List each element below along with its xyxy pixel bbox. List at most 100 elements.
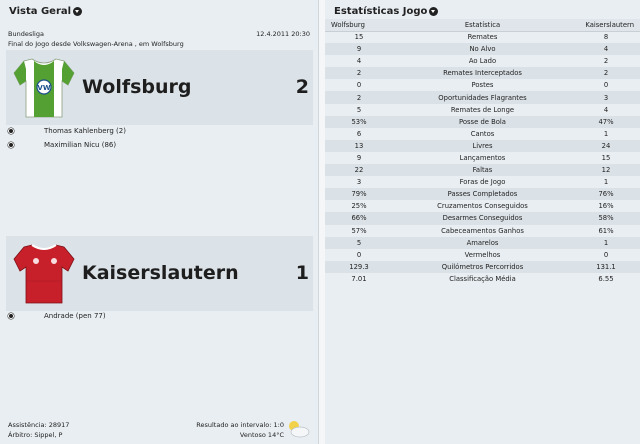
stats-row: 15 Remates 8 xyxy=(325,31,640,43)
stat-away-value: 12 xyxy=(572,164,640,177)
home-team-name[interactable]: Wolfsburg xyxy=(82,76,192,98)
stat-home-value: 6 xyxy=(356,129,362,138)
away-team-block: Kaiserslautern 1 xyxy=(6,236,313,311)
goal-scorer-name[interactable]: Maximilian Nicu (86) xyxy=(44,141,117,149)
stat-home-value: 5 xyxy=(325,236,393,249)
football-icon xyxy=(8,128,14,134)
goal-scorer-name[interactable]: Thomas Kahlenberg (2) xyxy=(44,127,126,135)
stat-stat-value: Posse de Bola xyxy=(393,115,572,128)
stat-stat-value: Cabeceamentos Ganhos xyxy=(441,226,524,235)
stat-stat-value: Oportunidades Flagrantes xyxy=(393,91,572,104)
stat-away-value: 16% xyxy=(598,202,614,211)
stat-away-value: 6.55 xyxy=(598,274,614,283)
stat-away-value: 0 xyxy=(603,250,609,259)
stat-away-value: 47% xyxy=(572,115,640,128)
stat-stat-value: Amarelos xyxy=(393,236,572,249)
stat-home-value: 57% xyxy=(351,226,367,235)
halftime-result: Resultado ao intervalo: 1:0 xyxy=(196,421,284,429)
stat-stat-value: Quilómetros Percorridos xyxy=(393,260,572,273)
goal-scorer-row: Thomas Kahlenberg (2) xyxy=(8,127,126,135)
stat-home-value: 3 xyxy=(356,178,362,187)
stat-home-value: 7.01 xyxy=(351,274,367,283)
match-stats-dropdown-icon[interactable] xyxy=(429,6,439,16)
weather-text: Ventoso 14°C xyxy=(239,431,284,439)
svg-text:VW: VW xyxy=(37,84,50,92)
stat-home-value: 79% xyxy=(325,188,393,201)
stat-stat-value: Passes Completados xyxy=(393,188,572,201)
windy-weather-icon xyxy=(289,421,310,438)
stat-stat-value: No Alvo xyxy=(393,43,572,56)
stats-row: 5 Remates de Longe 4 xyxy=(325,104,640,116)
competition-name[interactable]: Bundesliga xyxy=(8,30,44,38)
column-header-stat[interactable]: Estatística xyxy=(393,19,572,32)
stat-home-value: 129.3 xyxy=(325,260,393,273)
stats-row: 3 Foras de Jogo 1 xyxy=(325,176,640,188)
stat-home-value: 25% xyxy=(351,202,367,211)
stat-home-value: 9 xyxy=(356,153,362,162)
stat-away-value: 76% xyxy=(572,188,640,201)
stat-stat-value: Classificação Média xyxy=(449,274,516,283)
stat-away-value: 131.1 xyxy=(572,260,640,273)
overview-title: Vista Geral xyxy=(9,5,72,17)
stat-home-value: 66% xyxy=(325,212,393,225)
column-header-home[interactable]: Wolfsburg xyxy=(325,19,393,32)
stat-stat-value: Remates de Longe xyxy=(450,105,515,114)
match-date: 12.4.2011 20:30 xyxy=(256,30,310,38)
stat-home-value: 15 xyxy=(354,33,364,42)
stats-row: 25% Cruzamentos Conseguidos 16% xyxy=(325,200,640,212)
goal-scorer-name[interactable]: Andrade (pen 77) xyxy=(44,312,106,320)
match-stats-panel: Estatísticas Jogo Wolfsburg Estatística … xyxy=(325,0,640,444)
stat-away-value: 8 xyxy=(603,33,609,42)
home-team-score: 2 xyxy=(295,76,309,98)
referee-text[interactable]: Árbitro: Sippel, P xyxy=(8,431,63,439)
overview-panel: Vista Geral Bundesliga 12.4.2011 20:30 F… xyxy=(0,0,319,444)
stats-row: 2 Remates Interceptados 2 xyxy=(325,67,640,80)
away-team-score: 1 xyxy=(295,262,309,284)
stat-away-value: 1 xyxy=(603,129,609,138)
stat-away-value: 1 xyxy=(603,178,609,187)
stat-away-value: 4 xyxy=(603,105,609,114)
stat-away-value: 3 xyxy=(572,91,640,104)
stats-row: 5 Amarelos 1 xyxy=(325,236,640,249)
stats-row: 0 Postes 0 xyxy=(325,79,640,91)
goal-scorer-row: Andrade (pen 77) xyxy=(8,312,106,320)
stat-away-value: 4 xyxy=(572,43,640,56)
away-team-name[interactable]: Kaiserslautern xyxy=(82,262,239,284)
stat-home-value: 4 xyxy=(356,57,362,66)
stat-stat-value: Foras de Jogo xyxy=(459,178,506,187)
stat-stat-value: Ao Lado xyxy=(468,57,497,66)
stats-row: 6 Cantos 1 xyxy=(325,128,640,140)
stat-away-value: 61% xyxy=(598,226,614,235)
away-shirt-icon xyxy=(13,244,75,304)
stat-stat-value: Desarmes Conseguidos xyxy=(393,212,572,225)
stats-row: 7.01 Classificação Média 6.55 xyxy=(325,273,640,285)
overview-header[interactable]: Vista Geral xyxy=(0,0,318,22)
stat-home-value: 0 xyxy=(356,81,362,90)
stat-home-value: 9 xyxy=(325,43,393,56)
stat-away-value: 15 xyxy=(601,153,611,162)
stat-away-value: 24 xyxy=(572,139,640,152)
match-stats-header[interactable]: Estatísticas Jogo xyxy=(325,0,640,22)
stat-away-value: 1 xyxy=(572,236,640,249)
stat-away-value: 2 xyxy=(603,57,609,66)
stat-stat-value: Livres xyxy=(393,139,572,152)
stat-home-value: 53% xyxy=(325,115,393,128)
home-shirt-icon: VW xyxy=(13,58,75,118)
match-stats-title: Estatísticas Jogo xyxy=(334,5,428,17)
stat-away-value: 0 xyxy=(603,81,609,90)
attendance-text: Assistência: 28917 xyxy=(8,421,70,429)
stat-stat-value: Remates xyxy=(467,33,498,42)
venue-line: Final do Jogo desde Volkswagen-Arena , e… xyxy=(8,40,184,48)
stats-row: 4 Ao Lado 2 xyxy=(325,55,640,67)
stats-row: 22 Faltas 12 xyxy=(325,164,640,177)
column-header-away[interactable]: Kaiserslautern xyxy=(572,19,640,32)
stats-row: 2 Oportunidades Flagrantes 3 xyxy=(325,91,640,104)
overview-dropdown-icon[interactable] xyxy=(73,6,83,16)
stats-row: 79% Passes Completados 76% xyxy=(325,188,640,201)
stat-home-value: 22 xyxy=(325,164,393,177)
stat-home-value: 5 xyxy=(356,105,362,114)
stats-row: 9 No Alvo 4 xyxy=(325,43,640,56)
stat-stat-value: Lançamentos xyxy=(459,153,506,162)
stat-stat-value: Cruzamentos Conseguidos xyxy=(437,202,528,211)
stat-stat-value: Cantos xyxy=(470,129,495,138)
